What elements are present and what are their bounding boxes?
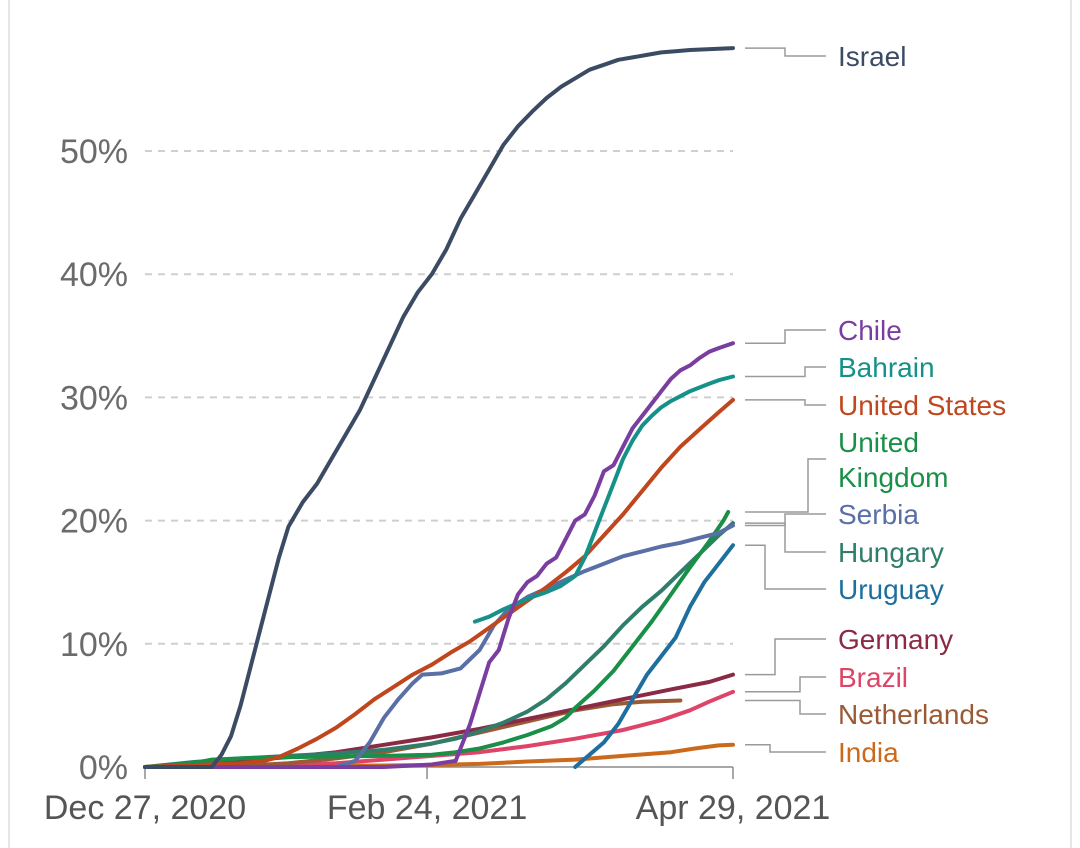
y-tick-label: 40% [60, 256, 128, 294]
legend-connector-netherlands [745, 699, 826, 715]
legend-layer: Israel Chile Bahrain United States United Kin… [838, 41, 1006, 768]
series-layer [143, 46, 735, 769]
legend-label-india: India [838, 737, 899, 768]
series-line-us [143, 397, 735, 769]
legend-connector-chile [745, 329, 826, 344]
series-line-brazil [143, 689, 735, 769]
legend-connector-us [745, 399, 826, 406]
legend-label-serbia: Serbia [838, 499, 919, 530]
y-tick-label: 0% [79, 749, 128, 787]
series-line-bahrain [472, 374, 735, 624]
legend-label-us: United States [838, 390, 1006, 421]
y-tick-label: 10% [60, 626, 128, 664]
legend-connector-germany [745, 638, 826, 676]
legend-label-israel: Israel [838, 41, 906, 72]
series-line-chile [143, 341, 735, 769]
axis-layer: 0% 10% 20% 30% 40% 50% Dec 27, 2020 Feb 24, 202… [44, 133, 830, 827]
legend-label-uk: United Kingdom [838, 427, 949, 493]
series-line-hungary [143, 521, 735, 769]
x-tick-label: Feb 24, 2021 [327, 789, 527, 827]
legend-label-netherlands: Netherlands [838, 699, 989, 730]
legend-connector-hungary [745, 522, 826, 553]
legend-label-bahrain: Bahrain [838, 352, 935, 383]
grid-layer [145, 150, 733, 645]
legend-label-chile: Chile [838, 315, 902, 346]
legend-connector-bahrain [745, 366, 826, 378]
legend-connector-layer [745, 47, 826, 753]
legend-connector-india [745, 744, 826, 753]
series-line-uruguay [573, 543, 735, 769]
legend-connector-uk [745, 458, 826, 513]
legend-connector-brazil [745, 676, 826, 693]
y-tick-label: 30% [60, 379, 128, 417]
x-tick-label: Dec 27, 2020 [44, 789, 246, 827]
frame-right-border [1070, 0, 1072, 848]
legend-label-brazil: Brazil [838, 662, 908, 693]
legend-connector-israel [745, 47, 826, 57]
series-line-israel [143, 46, 735, 769]
x-tick-label: Apr 29, 2021 [636, 789, 831, 827]
legend-connector-serbia [745, 513, 826, 527]
legend-label-germany: Germany [838, 624, 953, 655]
y-tick-label: 50% [60, 133, 128, 171]
legend-label-hungary: Hungary [838, 537, 944, 568]
legend-label-uruguay: Uruguay [838, 574, 944, 605]
y-tick-label: 20% [60, 503, 128, 541]
legend-connector-uruguay [745, 544, 826, 590]
frame-left-border [8, 0, 10, 848]
